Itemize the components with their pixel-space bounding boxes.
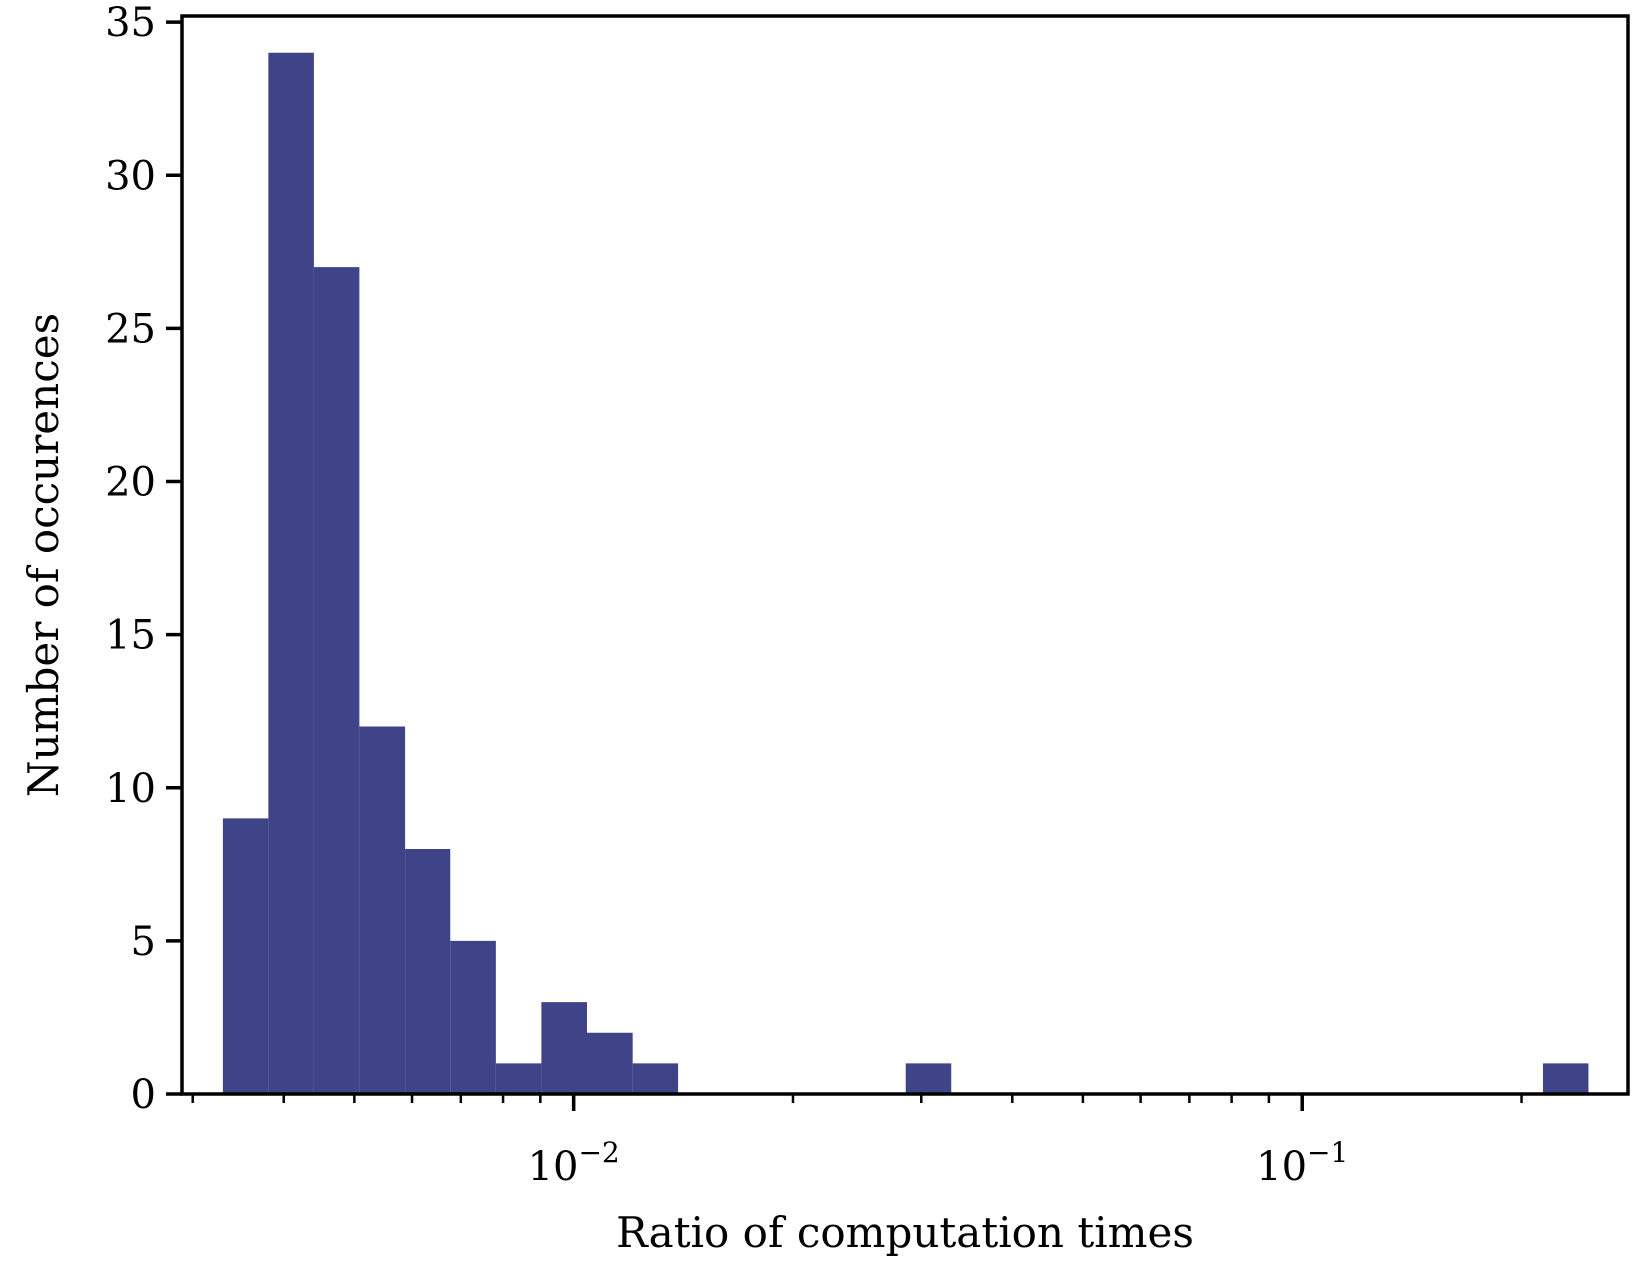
x-axis-label: Ratio of computation times: [616, 1208, 1194, 1257]
histogram-bar: [313, 267, 360, 1094]
histogram-bar: [359, 726, 406, 1094]
y-tick-label: 15: [105, 613, 156, 659]
y-axis-label: Number of occurences: [19, 313, 68, 797]
y-tick-label: 30: [105, 153, 156, 199]
y-tick-label: 0: [131, 1072, 156, 1118]
y-tick-label: 20: [105, 460, 156, 506]
plot-frame: [180, 14, 1630, 1096]
y-tick-label: 10: [105, 766, 156, 812]
y-axis: 0 5 10 15 20 25 30 35: [105, 0, 182, 1118]
histogram-bar: [905, 1063, 952, 1094]
y-tick-label: 35: [105, 0, 156, 46]
histogram-bar: [541, 1002, 587, 1094]
y-tick-label: 5: [131, 919, 156, 965]
x-axis: 10−2 10−1: [191, 1094, 1523, 1190]
histogram-bar: [450, 940, 496, 1094]
histogram-bar: [405, 849, 451, 1094]
histogram-bars: [222, 52, 1589, 1094]
histogram-bar: [495, 1063, 542, 1094]
histogram-bar: [222, 818, 269, 1094]
x-tick-label: 10−2: [528, 1136, 620, 1190]
histogram-bar: [1542, 1063, 1589, 1094]
y-tick-label: 25: [105, 306, 156, 352]
histogram-bar: [268, 52, 314, 1094]
histogram-bar: [632, 1063, 679, 1094]
histogram-bar: [586, 1032, 633, 1094]
x-tick-label: 10−1: [1256, 1136, 1348, 1190]
